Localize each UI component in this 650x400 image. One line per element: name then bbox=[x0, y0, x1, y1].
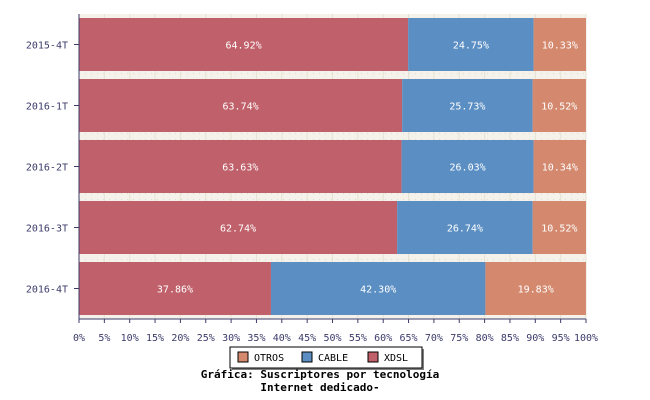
legend-swatch-xdsl bbox=[367, 351, 379, 363]
data-label: 63.63% bbox=[222, 163, 258, 174]
x-tick-label: 50% bbox=[323, 333, 341, 344]
bar-segment-cable bbox=[408, 18, 534, 71]
legend: OTROS CABLE XDSL bbox=[229, 346, 424, 370]
bars bbox=[79, 18, 586, 315]
x-tick-label: 0% bbox=[73, 333, 85, 344]
bar-labels: 64.92% 24.75% 10.33% 63.74% 25.73% 10.52% 63.6… bbox=[157, 41, 578, 296]
data-label: 24.75% bbox=[453, 41, 489, 52]
bar-segment-xdsl bbox=[79, 262, 271, 315]
x-tick-label: 25% bbox=[197, 333, 215, 344]
legend-label-xdsl: XDSL bbox=[384, 353, 408, 364]
category-label: 2016-3T bbox=[26, 224, 68, 235]
x-tick-label: 95% bbox=[552, 333, 570, 344]
x-tick-label: 75% bbox=[450, 333, 468, 344]
bar-segment-xdsl bbox=[79, 79, 403, 132]
x-tick-label: 65% bbox=[400, 333, 418, 344]
data-label: 37.86% bbox=[157, 285, 193, 296]
x-tick-label: 20% bbox=[171, 333, 189, 344]
bar-segment-otros bbox=[532, 201, 586, 254]
data-label: 25.73% bbox=[449, 102, 485, 113]
bar-segment-xdsl bbox=[79, 140, 402, 193]
bar-segment-otros bbox=[485, 262, 586, 315]
caption-line-1: Gráfica: Suscriptores por tecnología bbox=[201, 368, 439, 381]
x-tick-label: 55% bbox=[349, 333, 367, 344]
bar-segment-cable bbox=[402, 79, 533, 132]
x-tick-label: 40% bbox=[273, 333, 291, 344]
bar-segment-xdsl bbox=[79, 201, 398, 254]
data-label: 26.03% bbox=[450, 163, 486, 174]
x-tick-label: 100% bbox=[574, 333, 598, 344]
bar-segment-xdsl bbox=[79, 18, 409, 71]
data-label: 64.92% bbox=[226, 41, 262, 52]
x-tick-label: 30% bbox=[222, 333, 240, 344]
x-tick-label: 15% bbox=[146, 333, 164, 344]
data-label: 10.52% bbox=[541, 102, 577, 113]
category-label: 2016-1T bbox=[26, 102, 68, 113]
data-label: 62.74% bbox=[220, 224, 256, 235]
bar-segment-cable bbox=[270, 262, 486, 315]
x-tick-label: 80% bbox=[476, 333, 494, 344]
category-label: 2015-4T bbox=[26, 41, 68, 52]
x-tick-label: 10% bbox=[121, 333, 139, 344]
data-label: 26.74% bbox=[447, 224, 483, 235]
data-label: 63.74% bbox=[223, 102, 259, 113]
bar-segment-otros bbox=[533, 140, 586, 193]
category-label: 2016-4T bbox=[26, 285, 68, 296]
bar-segment-otros bbox=[533, 18, 586, 71]
x-tick-label: 5% bbox=[98, 333, 110, 344]
legend-label-cable: CABLE bbox=[318, 353, 348, 364]
caption-line-2: Internet dedicado- bbox=[260, 381, 379, 394]
legend-swatch-otros bbox=[237, 351, 249, 363]
bar-segment-cable bbox=[401, 140, 534, 193]
x-tick-label: 90% bbox=[526, 333, 544, 344]
data-label: 10.33% bbox=[542, 41, 578, 52]
data-label: 19.83% bbox=[518, 285, 554, 296]
x-tick-label: 60% bbox=[374, 333, 392, 344]
axes: 2015-4T 2016-1T 2016-2T 2016-3T 2016-4T 0% 5% 1… bbox=[26, 14, 598, 344]
data-label: 42.30% bbox=[360, 285, 396, 296]
x-tick-label: 35% bbox=[247, 333, 265, 344]
bar-segment-otros bbox=[532, 79, 586, 132]
x-tick-label: 85% bbox=[501, 333, 519, 344]
bar-segment-cable bbox=[397, 201, 533, 254]
x-tick-label: 70% bbox=[425, 333, 443, 344]
data-label: 10.52% bbox=[541, 224, 577, 235]
legend-swatch-cable bbox=[301, 351, 313, 363]
data-label: 10.34% bbox=[542, 163, 578, 174]
legend-label-otros: OTROS bbox=[254, 353, 284, 364]
category-label: 2016-2T bbox=[26, 163, 68, 174]
chart-caption: Gráfica: Suscriptores por tecnología Int… bbox=[201, 368, 439, 394]
x-tick-label: 45% bbox=[298, 333, 316, 344]
